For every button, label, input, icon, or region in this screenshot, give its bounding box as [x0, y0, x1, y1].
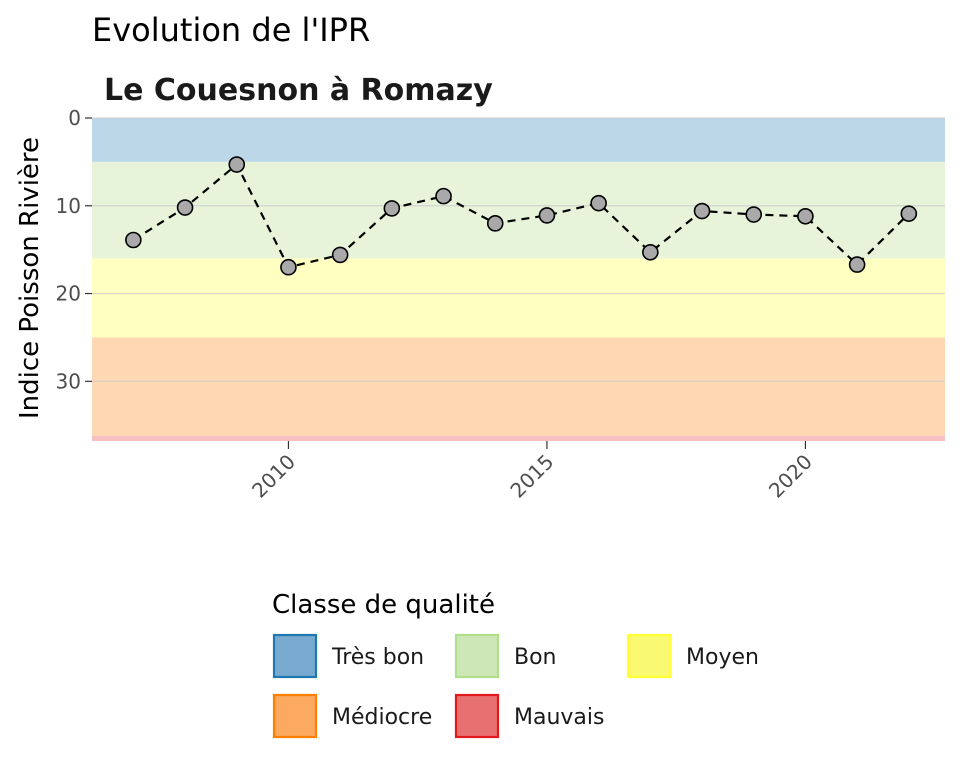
legend-items: Très bon Bon Moyen Médiocre Mauvais [272, 633, 759, 739]
x-tick-label: 2020 [764, 450, 817, 503]
band-4 [92, 435, 945, 441]
data-point [383, 200, 401, 217]
legend-key [626, 633, 672, 679]
ipr-series [125, 156, 918, 276]
y-tick-label: 10 [56, 194, 81, 218]
quality-bands [92, 118, 945, 441]
legend-label: Moyen [686, 645, 759, 670]
data-point [693, 202, 711, 220]
x-axis-ticks: 2010 2015 2020 [247, 441, 817, 503]
data-point [435, 187, 452, 205]
data-point [745, 206, 763, 223]
legend-key [454, 693, 500, 739]
legend-label: Bon [514, 645, 557, 670]
y-tick-label: 0 [68, 106, 81, 130]
x-tick-label: 2015 [506, 450, 559, 503]
chart-title: Evolution de l'IPR [92, 11, 370, 49]
chart-subtitle: Le Couesnon à Romazy [104, 73, 493, 108]
data-point [900, 205, 918, 222]
data-point [848, 256, 866, 273]
data-point [590, 194, 607, 212]
legend-label: Médiocre [332, 705, 432, 730]
grid-lines [92, 117, 945, 382]
data-point [538, 207, 556, 224]
band-3 [92, 337, 945, 436]
legend-key [272, 693, 318, 739]
x-tick-label: 2010 [247, 450, 300, 503]
legend-key [454, 633, 500, 679]
legend-title: Classe de qualité [272, 590, 495, 620]
legend-label: Très bon [331, 645, 424, 670]
y-tick-label: 20 [56, 282, 81, 306]
ipr-line [132, 162, 910, 269]
y-axis-ticks: 0 10 20 30 [56, 106, 92, 393]
data-point [228, 156, 246, 173]
legend: Classe de qualité Très bon Bon Moyen Médioc… [272, 590, 759, 739]
band-1 [92, 161, 945, 259]
data-point [125, 231, 142, 249]
legend-label: Mauvais [514, 705, 604, 730]
data-point [280, 258, 297, 276]
data-point [642, 243, 659, 261]
data-point [176, 199, 194, 216]
data-point [331, 246, 349, 264]
band-2 [92, 258, 945, 338]
legend-key [272, 633, 318, 679]
data-point [797, 208, 814, 225]
y-axis-label: Indice Poisson Rivière [15, 137, 45, 419]
y-tick-label: 30 [56, 369, 81, 393]
data-point [486, 215, 504, 232]
band-0 [92, 118, 945, 162]
